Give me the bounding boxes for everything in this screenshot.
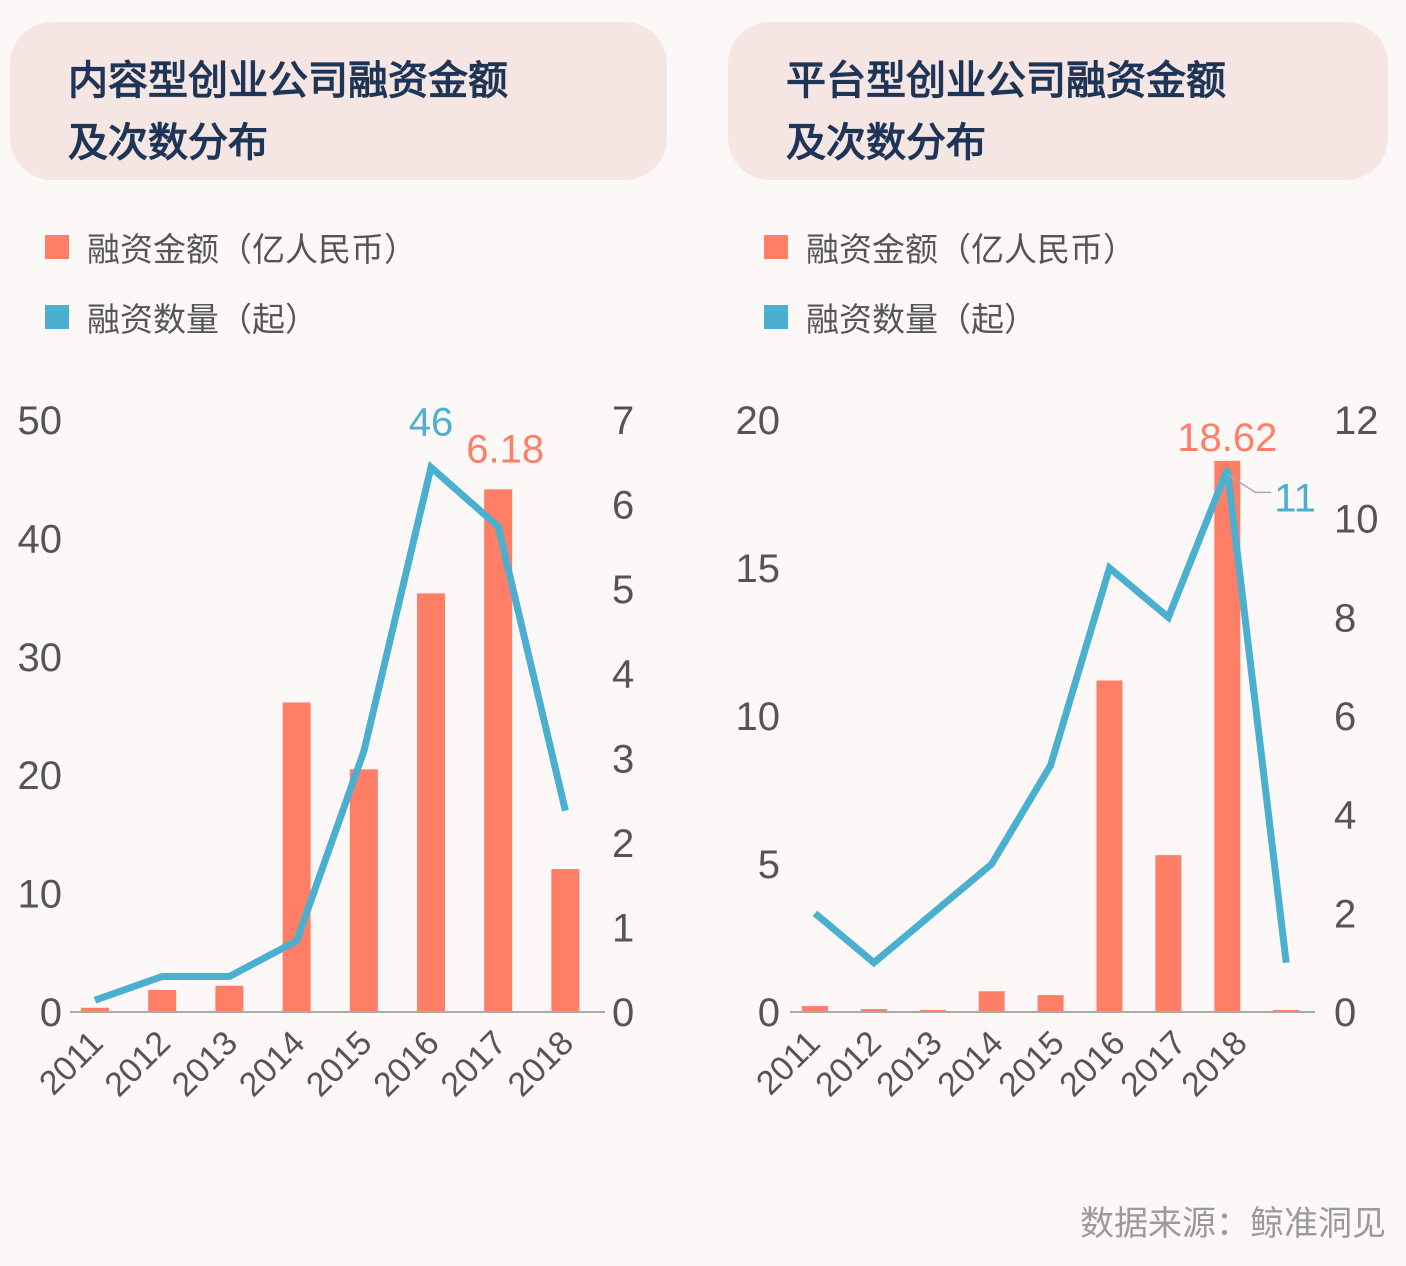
legend-label: 融资数量（起） <box>806 300 1037 339</box>
source-note: 数据来源：鲸准洞见 <box>1080 1204 1386 1244</box>
left-axis-tick: 0 <box>40 991 62 1035</box>
x-axis-label: 2018 <box>501 1024 581 1104</box>
left-axis-tick: 40 <box>18 517 63 561</box>
right-axis-tick: 4 <box>1334 794 1356 838</box>
count-line <box>93 460 569 1004</box>
amount-bar <box>551 869 580 1012</box>
amount-bar <box>417 593 445 1012</box>
title-line-2: 及次数分布 <box>786 119 986 166</box>
x-axis-label: 2016 <box>366 1024 446 1104</box>
amount-bar <box>1155 855 1182 1012</box>
x-axis-label: 2014 <box>930 1024 1010 1104</box>
x-axis-label: 2014 <box>232 1024 312 1104</box>
title-line-1: 内容型创业公司融资金额 <box>68 57 508 104</box>
right-axis-tick: 0 <box>612 991 634 1035</box>
left-axis-tick: 15 <box>736 547 781 591</box>
amount-bar <box>349 769 378 1012</box>
x-axis-label: 2013 <box>869 1024 949 1104</box>
right-axis-tick: 2 <box>1334 892 1356 936</box>
amount-bar <box>215 985 244 1012</box>
legend-item-amount: 融资金额（亿人民币） <box>45 212 417 282</box>
x-axis-label: 2017 <box>434 1024 514 1104</box>
left-legend: 融资金额（亿人民币） 融资数量（起） <box>45 212 417 352</box>
left-axis-tick: 0 <box>758 991 780 1035</box>
title-line-2: 及次数分布 <box>68 119 268 166</box>
title-line-1: 平台型创业公司融资金额 <box>786 57 1226 104</box>
right-axis-tick: 2 <box>612 822 634 866</box>
right-axis-tick: 10 <box>1334 498 1379 542</box>
right-chart-title: 平台型创业公司融资金额 及次数分布 <box>728 22 1388 180</box>
legend-label: 融资金额（亿人民币） <box>87 230 417 269</box>
right-axis-tick: 4 <box>612 653 634 697</box>
x-axis-label: 2017 <box>1113 1024 1193 1104</box>
x-axis-label: 2013 <box>165 1024 245 1104</box>
right-axis-tick: 5 <box>612 568 634 612</box>
right-axis-tick: 6 <box>612 484 634 528</box>
amount-bar <box>978 991 1005 1012</box>
x-axis-label: 2018 <box>1174 1024 1254 1104</box>
left-axis-tick: 50 <box>18 399 63 443</box>
amount-bar <box>919 1009 946 1012</box>
left-axis-tick: 20 <box>18 754 63 798</box>
amount-bar <box>81 1007 109 1012</box>
left-axis-tick: 20 <box>736 399 781 443</box>
legend-label: 融资金额（亿人民币） <box>806 230 1136 269</box>
right-axis-tick: 7 <box>612 399 634 443</box>
left-chart-title: 内容型创业公司融资金额 及次数分布 <box>10 22 667 180</box>
amount-swatch <box>764 235 788 259</box>
amount-bar <box>1273 1009 1300 1012</box>
legend-item-amount: 融资金额（亿人民币） <box>764 212 1136 282</box>
leader-line <box>1226 473 1272 494</box>
legend-item-count: 融资数量（起） <box>764 282 1136 352</box>
amount-bar <box>282 702 311 1012</box>
x-axis-label: 2012 <box>98 1024 178 1104</box>
amount-bar <box>148 990 177 1012</box>
amount-bar <box>1096 680 1123 1012</box>
right-axis-tick: 1 <box>612 906 634 950</box>
count-data-label: 11 <box>1274 476 1316 520</box>
x-axis-label: 2011 <box>32 1024 111 1103</box>
x-axis-label: 2015 <box>991 1024 1071 1104</box>
count-swatch <box>764 305 788 329</box>
legend-label: 融资数量（起） <box>87 300 318 339</box>
x-axis-label: 2015 <box>299 1024 379 1104</box>
right-axis-tick: 8 <box>1334 596 1356 640</box>
count-data-label: 46 <box>409 400 454 444</box>
left-axis-tick: 5 <box>758 843 780 887</box>
amount-data-label: 6.18 <box>466 427 544 471</box>
left-axis-tick: 10 <box>18 873 63 917</box>
amount-data-label: 18.62 <box>1177 416 1277 460</box>
x-axis-label: 2011 <box>749 1024 828 1103</box>
x-axis-label: 2012 <box>808 1024 888 1104</box>
x-axis-label: 2016 <box>1052 1024 1132 1104</box>
right-axis-tick: 6 <box>1334 695 1356 739</box>
count-swatch <box>45 305 69 329</box>
right-legend: 融资金额（亿人民币） 融资数量（起） <box>764 212 1136 352</box>
right-axis-tick: 0 <box>1334 991 1356 1035</box>
amount-bar <box>802 1006 828 1012</box>
right-axis-tick: 12 <box>1334 399 1379 443</box>
amount-swatch <box>45 235 69 259</box>
amount-bar <box>860 1009 887 1012</box>
left-axis-tick: 10 <box>736 695 781 739</box>
legend-item-count: 融资数量（起） <box>45 282 417 352</box>
amount-bar <box>1037 995 1064 1012</box>
right-axis-tick: 3 <box>612 737 634 781</box>
left-axis-tick: 30 <box>18 636 63 680</box>
